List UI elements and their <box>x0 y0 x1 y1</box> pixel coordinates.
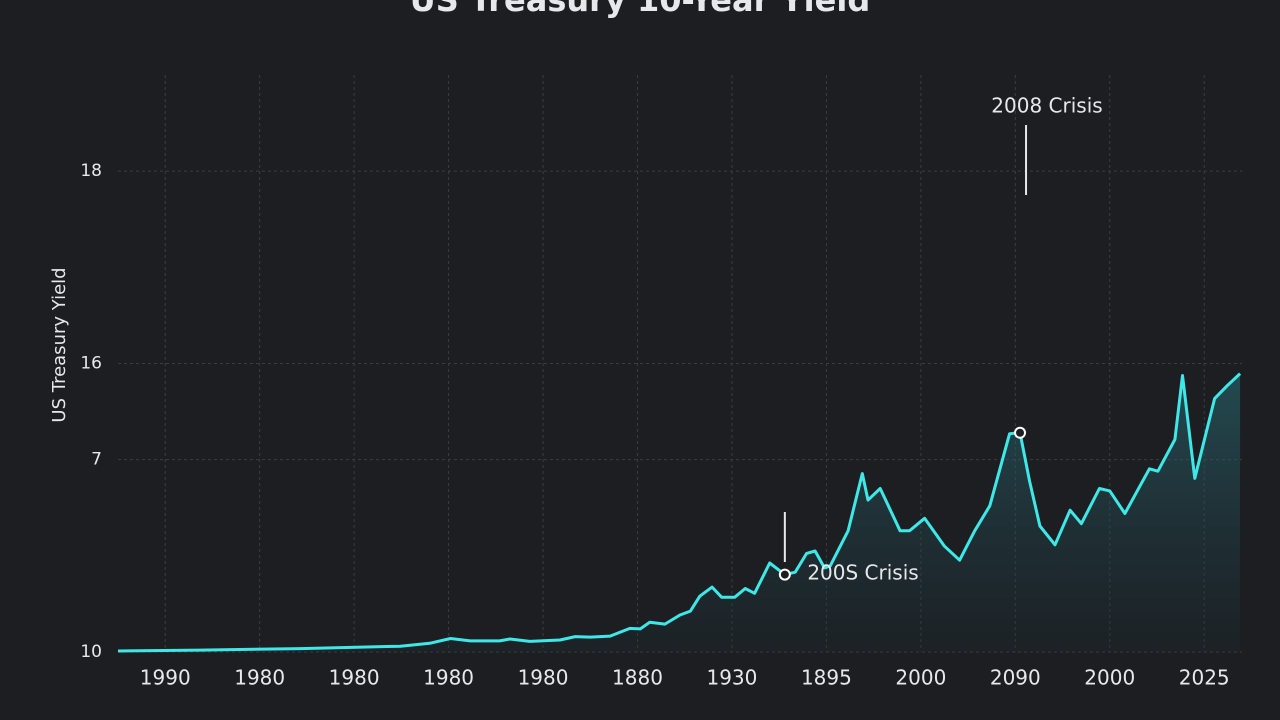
x-tick-label: 2000 <box>895 666 946 690</box>
annotation-marker <box>1014 426 1027 439</box>
chart-title: US Treasury 10-Year Yield <box>410 0 870 19</box>
y-tick-label: 16 <box>80 354 102 374</box>
annotation-text: 200S Crisis <box>807 561 918 585</box>
x-tick-label: 1980 <box>329 666 380 690</box>
x-tick-label: 1980 <box>423 666 474 690</box>
y-tick-label: 10 <box>80 642 102 662</box>
annotation-text: 2008 Crisis <box>991 94 1102 118</box>
x-tick-label: 1980 <box>234 666 285 690</box>
y-tick-label: 18 <box>80 161 102 181</box>
area <box>118 373 1241 652</box>
line <box>117 372 1242 653</box>
x-tick-label: 2090 <box>990 666 1041 690</box>
x-tick-label: 2000 <box>1084 666 1135 690</box>
x-tick-label: 1895 <box>801 666 852 690</box>
x-tick-label: 1930 <box>706 666 757 690</box>
x-tick-label: 2025 <box>1179 666 1230 690</box>
annotation-marker <box>778 568 791 581</box>
x-tick-label: 1880 <box>612 666 663 690</box>
x-tick-label: 1990 <box>140 666 191 690</box>
y-tick-label: 7 <box>91 450 102 470</box>
y-axis-label: US Treasury Yield <box>49 267 70 422</box>
x-tick-label: 1980 <box>518 666 569 690</box>
